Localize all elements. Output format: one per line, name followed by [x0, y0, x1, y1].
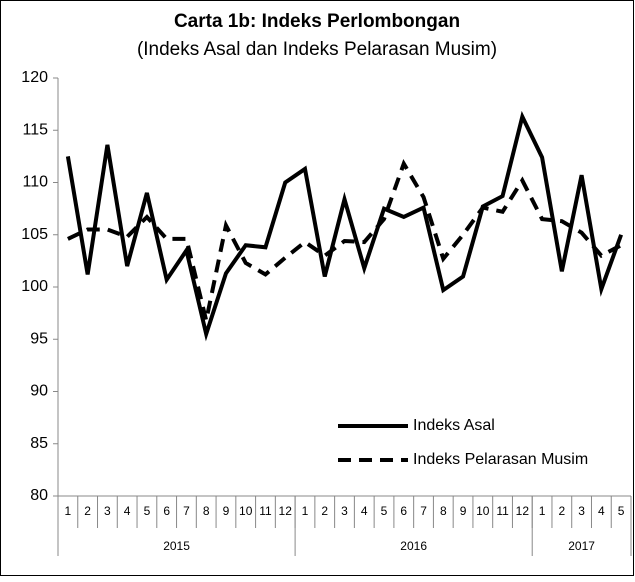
chart-title: Carta 1b: Indeks Perlombongan [174, 11, 460, 32]
x-tick-label: 3 [341, 504, 348, 518]
y-tick-label: 120 [21, 69, 48, 86]
x-tick-label: 7 [183, 504, 190, 518]
series-line [67, 158, 623, 321]
legend-label: Indeks Pelarasan Musim [413, 451, 588, 468]
chart-subtitle: (Indeks Asal dan Indeks Pelarasan Musim) [137, 39, 497, 60]
x-tick-label: 9 [460, 504, 467, 518]
y-tick-label: 115 [22, 121, 48, 138]
y-tick-label: 85 [30, 435, 48, 452]
x-tick-label: 1 [539, 504, 546, 518]
x-tick-label: 4 [598, 504, 605, 518]
x-tick-label: 2 [321, 504, 328, 518]
y-tick-label: 90 [30, 383, 48, 400]
x-tick-label: 11 [496, 504, 509, 518]
x-tick-label: 3 [104, 504, 111, 518]
x-tick-label: 8 [203, 504, 210, 518]
x-tick-label: 10 [239, 504, 253, 518]
x-group-label: 2016 [400, 539, 427, 553]
x-group-label: 2015 [163, 539, 190, 553]
x-tick-label: 6 [163, 504, 170, 518]
x-tick-label: 5 [144, 504, 151, 518]
x-group-label: 2017 [568, 539, 595, 553]
x-tick-label: 5 [381, 504, 388, 518]
x-tick-label: 4 [124, 504, 131, 518]
legend-label: Indeks Asal [413, 417, 495, 434]
y-tick-label: 100 [21, 278, 48, 295]
x-tick-label: 8 [440, 504, 447, 518]
series-line [65, 110, 624, 342]
x-tick-label: 12 [279, 504, 293, 518]
x-tick-label: 5 [618, 504, 625, 518]
y-tick-label: 80 [30, 487, 48, 504]
x-tick-label: 2 [84, 504, 91, 518]
x-tick-label: 1 [302, 504, 309, 518]
y-tick-label: 95 [30, 330, 48, 347]
x-tick-label: 7 [420, 504, 427, 518]
x-tick-label: 4 [361, 504, 368, 518]
x-tick-label: 10 [476, 504, 490, 518]
x-tick-label: 1 [65, 504, 72, 518]
y-tick-label: 105 [21, 226, 48, 243]
x-tick-label: 3 [578, 504, 585, 518]
x-tick-label: 11 [259, 504, 272, 518]
x-tick-label: 12 [516, 504, 530, 518]
y-tick-label: 110 [22, 174, 48, 191]
x-tick-label: 6 [400, 504, 407, 518]
x-tick-label: 9 [223, 504, 230, 518]
x-tick-label: 2 [559, 504, 566, 518]
